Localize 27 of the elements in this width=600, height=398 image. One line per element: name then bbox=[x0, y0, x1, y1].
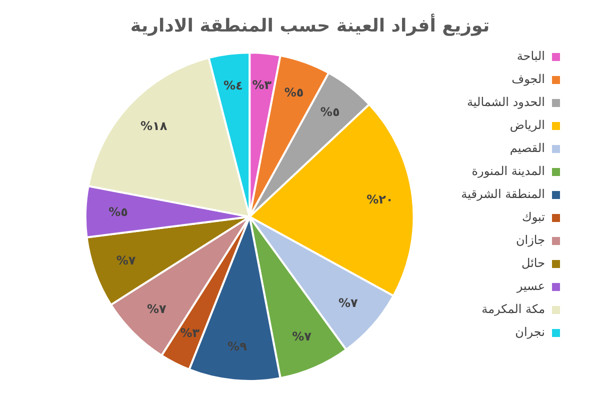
legend-label: حائل bbox=[521, 256, 545, 270]
legend-label: الرياض bbox=[510, 118, 545, 132]
legend-label: الباحة bbox=[516, 49, 545, 64]
data-label: %٩ bbox=[228, 340, 248, 354]
chart-title: توزيع أفراد العينة حسب المنطقة الادارية bbox=[130, 13, 490, 36]
data-label: %٣ bbox=[180, 326, 200, 340]
data-label: %٤ bbox=[223, 78, 243, 93]
legend-label: جازان bbox=[516, 233, 545, 248]
legend-label: عسير bbox=[516, 279, 545, 294]
legend-label: المدينة المنورة bbox=[472, 164, 545, 178]
data-label: %٥ bbox=[284, 85, 304, 100]
data-label: %٧ bbox=[147, 302, 168, 316]
data-label: %٢٠ bbox=[366, 192, 394, 206]
legend-label: تبوك bbox=[522, 210, 545, 224]
legend-label: الجوف bbox=[512, 72, 545, 86]
data-label: %٥ bbox=[108, 204, 128, 219]
data-label: %٧ bbox=[338, 296, 358, 310]
legend-label: الحدود الشمالية bbox=[467, 95, 545, 110]
legend-label: نجران bbox=[515, 325, 545, 340]
legend-label: القصيم bbox=[510, 141, 545, 156]
data-label: %٣ bbox=[252, 78, 272, 92]
data-label: %٧ bbox=[292, 329, 312, 344]
data-label: %٧ bbox=[116, 253, 136, 268]
data-label: %١٨ bbox=[140, 119, 168, 134]
legend-label: المنطقة الشرقية bbox=[461, 187, 545, 202]
data-label: %٥ bbox=[320, 105, 340, 120]
legend-label: مكة المكرمة bbox=[482, 302, 545, 316]
